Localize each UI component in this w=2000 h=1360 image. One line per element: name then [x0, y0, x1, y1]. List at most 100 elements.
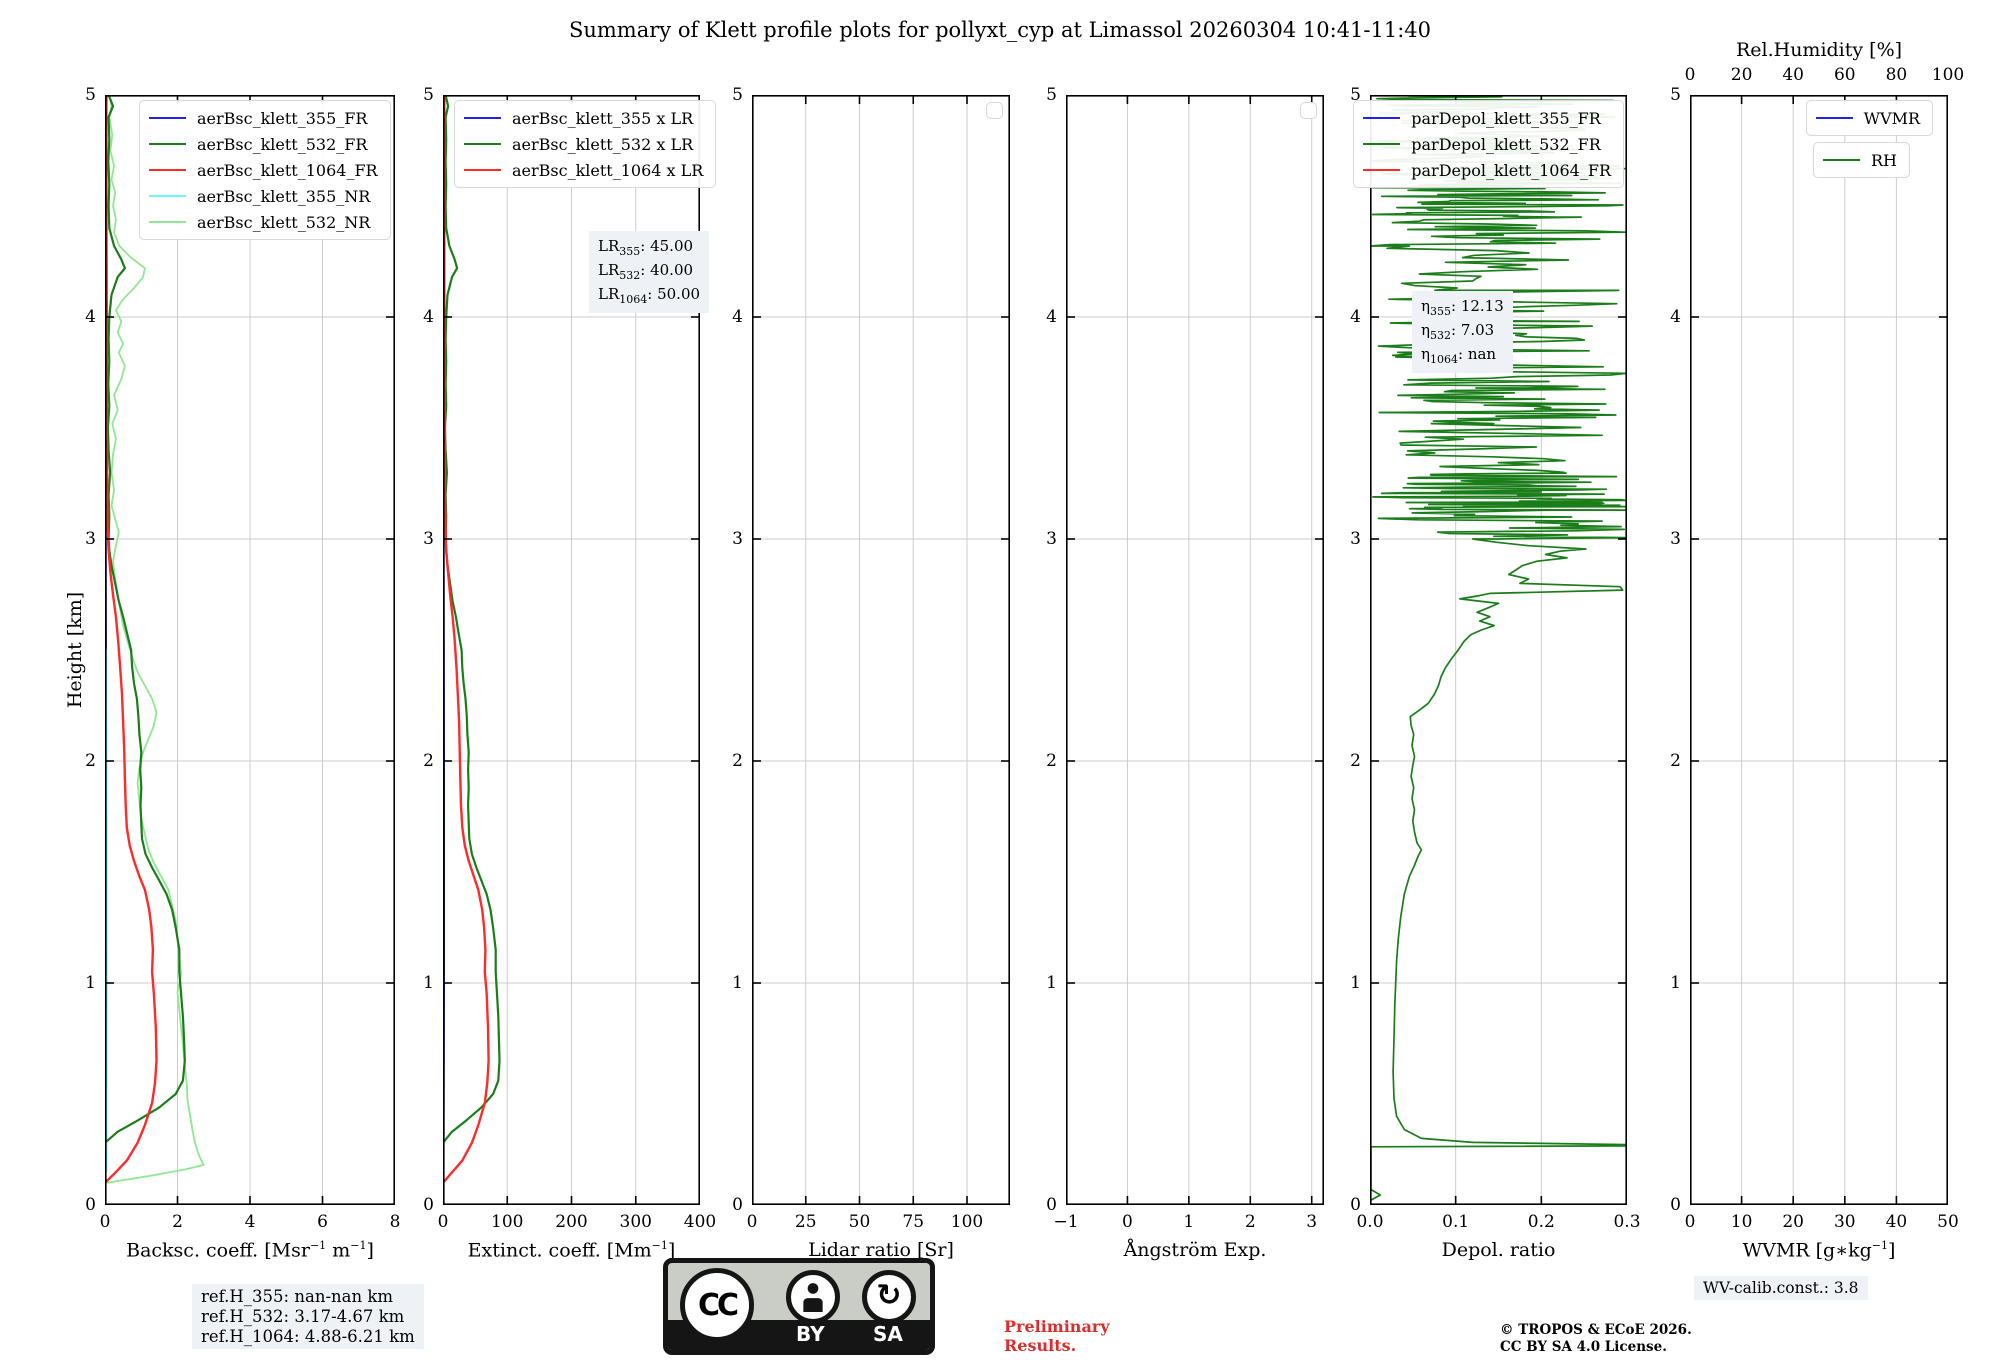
cc-license-badge: BY SA CC ↻ — [663, 1258, 935, 1355]
legend-label: aerBsc_klett_355_FR — [197, 108, 368, 128]
panel-extinction: 0 100 200 300 400 0 1 2 3 4 5 Extinct. coeff. [Mm−1… — [423, 85, 717, 1261]
x-tick-label: 6 — [317, 1212, 328, 1232]
rh-tick-label: 40 — [1782, 65, 1804, 85]
legend-label: RH — [1871, 150, 1897, 170]
height-axis-label: Height [km] — [64, 591, 86, 709]
badge-by-label: BY — [796, 1322, 825, 1346]
legend-label: aerBsc_klett_1064 x LR — [512, 160, 704, 180]
y-tick-label: 3 — [1670, 529, 1681, 549]
y-tick-label: 0 — [1670, 1195, 1681, 1215]
y-tick-label: 5 — [1046, 85, 1057, 105]
legend-depol-ratio: parDepol_klett_355_FR parDepol_klett_532_… — [1353, 100, 1624, 188]
x-tick-label: 100 — [950, 1212, 984, 1232]
legend-line-sample — [1363, 143, 1401, 145]
x-tick-label: 0 — [437, 1212, 449, 1232]
x-tick-label: 50 — [1937, 1212, 1959, 1232]
plot-area-lidar-ratio — [752, 95, 1010, 1205]
y-tick-label: 1 — [732, 973, 743, 993]
legend-label: aerBsc_klett_532_NR — [197, 212, 371, 232]
legend-label: parDepol_klett_1064_FR — [1411, 160, 1611, 180]
y-tick-label: 5 — [423, 85, 434, 105]
legend-item: aerBsc_klett_1064 x LR — [464, 157, 703, 183]
x-tick-label: 30 — [1833, 1212, 1856, 1232]
x-tick-label: 400 — [683, 1212, 717, 1232]
y-tick-label: 2 — [423, 751, 434, 771]
x-tick-label: 10 — [1730, 1212, 1753, 1232]
legend-item: aerBsc_klett_1064_FR — [149, 157, 378, 183]
share-alike-icon: ↻ — [862, 1270, 916, 1324]
y-tick-label: 0 — [85, 1195, 96, 1215]
legend-item: aerBsc_klett_532 x LR — [464, 131, 703, 157]
x-tick-label: 8 — [389, 1212, 401, 1232]
y-tick-label: 3 — [85, 529, 96, 549]
annotation-extinction: LR355: 45.00 LR532: 40.00 LR1064: 50.00 — [589, 231, 710, 313]
y-tick-label: 2 — [1350, 751, 1361, 771]
x-tick-label: 3 — [1306, 1212, 1318, 1232]
rh-tick-label: 60 — [1833, 65, 1856, 85]
legend-line-sample — [149, 143, 186, 145]
legend-item: aerBsc_klett_355_NR — [149, 183, 378, 209]
y-tick-label: 5 — [1350, 85, 1361, 105]
y-tick-label: 5 — [85, 85, 96, 105]
y-tick-label: 4 — [1350, 307, 1361, 327]
y-tick-label: 5 — [1670, 85, 1681, 105]
panel-angstrom: −1 0 1 2 3 0 1 2 3 4 5 Ångström Exp. — [1046, 85, 1324, 1261]
rh-tick-label: 100 — [1931, 65, 1965, 85]
panel-depol-ratio: 0.0 0.1 0.2 0.3 0 1 2 3 4 5 Depol. ratio parDepol_k… — [1350, 85, 1640, 1261]
annotation-depol-ratio: η355: 12.13 η532: 7.03 η1064: nan — [1412, 291, 1513, 373]
x-axis-label-lidar-ratio: Lidar ratio [Sr] — [808, 1239, 954, 1261]
panel-lidar-ratio: 0 25 50 75 100 0 1 2 3 4 5 Lidar ratio [Sr] — [732, 85, 1010, 1261]
x-tick-label: 200 — [555, 1212, 588, 1232]
x-tick-label: 4 — [244, 1212, 256, 1232]
y-tick-label: 4 — [732, 307, 743, 327]
x-tick-label: 50 — [848, 1212, 871, 1232]
panel-wvmr: 0 10 20 30 40 50 0 1 2 3 4 5 WVMR [g∗kg−1] Rel.Humidi… — [1670, 39, 1964, 1261]
legend-line-sample — [1823, 159, 1860, 161]
legend-wvmr: RH — [1813, 142, 1910, 178]
y-tick-label: 1 — [85, 973, 96, 993]
y-tick-label: 4 — [1670, 307, 1681, 327]
x-tick-label: 40 — [1885, 1212, 1908, 1232]
x-tick-label: 100 — [491, 1212, 524, 1232]
curve-aerBsc_klett_532 x LR — [443, 95, 501, 1144]
cc-icon: CC — [680, 1268, 754, 1342]
panel-backscatter: 0 2 4 6 8 0 1 2 3 4 5 Backsc. coeff. [Msr−1 m−1] aer… — [85, 85, 400, 1261]
x-tick-label: 0.3 — [1613, 1212, 1641, 1232]
plot-area-depol-ratio — [1370, 95, 1627, 1205]
legend-item: RH — [1823, 147, 1897, 173]
x-tick-label: 0 — [1684, 1212, 1696, 1232]
rh-tick-label: 20 — [1730, 65, 1753, 85]
x-axis-label-backscatter: Backsc. coeff. [Msr−1 m−1] — [126, 1239, 374, 1262]
y-tick-label: 3 — [732, 529, 743, 549]
y-tick-label: 5 — [732, 85, 743, 105]
curve-aerBsc_klett_532_NR — [105, 95, 205, 1184]
legend-label: aerBsc_klett_355 x LR — [512, 108, 694, 128]
x-tick-label: 0.1 — [1442, 1212, 1470, 1232]
cc-badge-frame: BY SA CC ↻ — [663, 1258, 935, 1355]
legend-item: aerBsc_klett_532_NR — [149, 209, 378, 235]
plot-area-angstrom — [1066, 95, 1324, 1205]
y-tick-label: 4 — [1046, 307, 1057, 327]
legend-label: aerBsc_klett_532_FR — [197, 134, 368, 154]
y-tick-label: 4 — [423, 307, 434, 327]
y-tick-label: 3 — [1350, 529, 1361, 549]
legend-label: parDepol_klett_355_FR — [1411, 108, 1601, 128]
curve-aerBsc_klett_532_FR — [105, 95, 186, 1144]
y-tick-label: 4 — [85, 307, 96, 327]
x-tick-label: 0.0 — [1356, 1212, 1384, 1232]
y-tick-label: 0 — [1350, 1195, 1361, 1215]
cc-icon-text: CC — [697, 1287, 739, 1323]
y-tick-label: 2 — [1046, 751, 1057, 771]
rh-tick-label: 0 — [1684, 65, 1696, 85]
attribution-person-icon — [786, 1270, 840, 1324]
rh-axis-label: Rel.Humidity [%] — [1735, 39, 1903, 61]
x-axis-label-depol-ratio: Depol. ratio — [1441, 1239, 1556, 1261]
legend-item: aerBsc_klett_355_FR — [149, 105, 378, 131]
legend-line-sample — [464, 143, 501, 145]
y-tick-label: 0 — [1046, 1195, 1057, 1215]
legend-wvmr: WVMR — [1805, 100, 1933, 136]
legend-label: WVMR — [1863, 108, 1920, 128]
plot-area-wvmr — [1690, 95, 1948, 1205]
